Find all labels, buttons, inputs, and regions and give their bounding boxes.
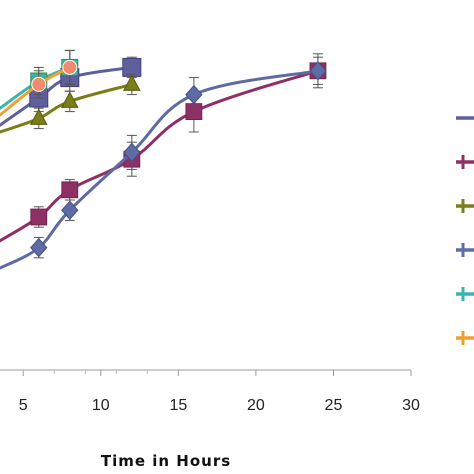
diamond-marker — [309, 61, 327, 81]
series-2 — [0, 53, 327, 243]
x-tick-label: 5 — [19, 397, 28, 414]
x-tick-label: 15 — [169, 397, 187, 414]
series-6 — [0, 49, 78, 117]
diamond-marker — [61, 200, 79, 220]
square-marker — [30, 208, 48, 226]
diamond-marker — [30, 237, 48, 258]
series-line — [0, 82, 134, 134]
series-3 — [0, 73, 141, 134]
legend-entry-4 — [456, 243, 474, 257]
x-tick-label: 25 — [325, 397, 343, 414]
legend-entry-2 — [456, 155, 474, 169]
legend-entry-3 — [456, 199, 474, 213]
triangle-marker — [29, 108, 48, 125]
circle-marker — [31, 76, 47, 92]
legend-entry-5 — [456, 287, 474, 301]
x-axis-title: Time in Hours — [101, 452, 231, 470]
diamond-marker — [185, 84, 203, 105]
circle-marker — [62, 59, 78, 75]
series-layer — [0, 49, 327, 270]
series-4 — [0, 56, 327, 270]
x-tick-label: 20 — [247, 397, 265, 414]
x-tick-label: 30 — [402, 397, 420, 414]
legend-entry-6 — [456, 331, 474, 345]
diamond-marker — [123, 142, 141, 163]
series-line — [0, 65, 134, 127]
triangle-marker — [122, 74, 141, 91]
axes-layer: 5 10 15 20 25 30 — [0, 369, 420, 414]
legend-layer — [456, 116, 474, 345]
x-tick-label: 10 — [92, 397, 110, 414]
square-marker — [61, 181, 79, 199]
triangle-marker — [60, 91, 79, 108]
